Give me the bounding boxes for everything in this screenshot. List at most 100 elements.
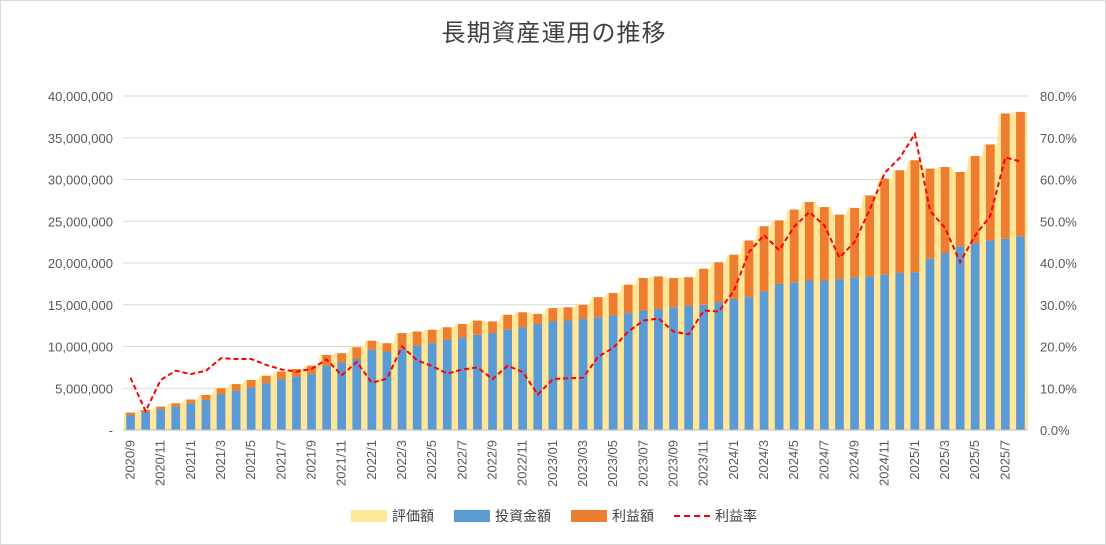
- legend-item-valuation: 評価額: [351, 506, 434, 526]
- investment-bar: [563, 320, 573, 430]
- profit-bar: [699, 268, 708, 305]
- y-tick-label-right: 30.0%: [1040, 298, 1077, 313]
- y-tick-label-right: 10.0%: [1040, 381, 1077, 396]
- x-tick-label: 2021/9: [304, 440, 319, 480]
- x-tick-label: 2021/5: [243, 440, 258, 480]
- profit-bar: [503, 314, 512, 330]
- profit-bar: [473, 320, 482, 335]
- x-tick-label: 2025/3: [937, 440, 952, 480]
- x-tick-label: 2022/5: [424, 440, 439, 480]
- profit-bar: [382, 343, 392, 352]
- chart-legend: 評価額 投資金額 利益額 利益率: [1, 506, 1105, 526]
- x-tick-label: 2022/3: [394, 440, 409, 480]
- investment-bar: [1001, 238, 1010, 430]
- investment-bar: [322, 365, 331, 430]
- profit-bar: [744, 240, 754, 298]
- y-tick-label-left: 25,000,000: [48, 214, 113, 229]
- y-tick-label-left: 35,000,000: [48, 131, 113, 146]
- investment-bar: [835, 278, 844, 430]
- profit-bar: [397, 333, 407, 349]
- investment-bar: [714, 302, 724, 430]
- legend-swatch-profit-rate: [674, 515, 710, 517]
- investment-bar: [910, 272, 920, 430]
- x-tick-label: 2022/7: [454, 440, 469, 480]
- investment-bar: [518, 327, 527, 430]
- profit-bar: [216, 388, 226, 395]
- y-tick-label-right: 40.0%: [1040, 256, 1077, 271]
- investment-bar: [1016, 236, 1025, 430]
- y-tick-label-left: 30,000,000: [48, 173, 113, 188]
- x-tick-label: 2021/1: [183, 440, 198, 480]
- profit-bar: [759, 226, 769, 292]
- legend-label-investment: 投資金額: [495, 509, 551, 525]
- profit-bar: [563, 307, 573, 321]
- profit-bar: [789, 209, 799, 283]
- profit-bar: [352, 347, 362, 359]
- profit-bar: [126, 412, 135, 415]
- x-tick-label: 2022/11: [515, 440, 530, 486]
- profit-bar: [639, 278, 648, 311]
- y-tick-label-left: 5,000,000: [55, 381, 113, 396]
- investment-bar: [759, 291, 769, 430]
- investment-bar: [593, 317, 603, 430]
- investment-bar: [412, 345, 422, 430]
- investment-bar: [201, 399, 211, 430]
- investment-bar: [261, 383, 271, 430]
- profit-bar: [442, 327, 452, 340]
- profit-bar: [985, 144, 995, 241]
- profit-bar: [729, 254, 739, 299]
- investment-bar: [578, 318, 588, 430]
- y-tick-label-right: 0.0%: [1040, 423, 1070, 438]
- profit-bar: [910, 160, 920, 273]
- investment-bar: [156, 409, 165, 430]
- profit-bar: [865, 195, 874, 277]
- investment-bar: [639, 310, 648, 430]
- profit-bar: [578, 304, 588, 319]
- y-tick-label-left: 20,000,000: [48, 256, 113, 271]
- investment-bar: [292, 376, 301, 430]
- chart-title: 長期資産運用の推移: [441, 19, 667, 47]
- x-tick-label: 2020/9: [123, 440, 138, 480]
- profit-bar: [1001, 113, 1010, 239]
- investment-bar: [880, 274, 889, 430]
- y-tick-label-left: 40,000,000: [48, 89, 113, 104]
- profit-rate-line: [129, 131, 1021, 414]
- x-tick-label: 2023/03: [575, 440, 590, 487]
- profit-bar: [623, 284, 633, 314]
- profit-bar: [593, 297, 603, 318]
- profit-bar: [337, 353, 346, 363]
- investment-bar: [246, 387, 256, 430]
- investment-bar: [729, 298, 739, 430]
- investment-bar: [699, 304, 708, 431]
- x-tick-label: 2022/9: [485, 440, 500, 480]
- profit-bar: [684, 277, 693, 306]
- x-tick-label: 2023/07: [635, 440, 650, 487]
- profit-bar: [261, 375, 271, 384]
- valuation-area: [123, 111, 1029, 431]
- y-tick-label-right: 60.0%: [1040, 173, 1077, 188]
- investment-bar: [985, 240, 995, 430]
- investment-bar: [277, 379, 286, 430]
- legend-swatch-profit: [571, 510, 607, 522]
- profit-bar: [714, 262, 724, 303]
- legend-swatch-valuation: [351, 510, 387, 522]
- investment-bar: [789, 282, 799, 430]
- x-tick-label: 2025/1: [907, 440, 922, 480]
- y-tick-label-right: 20.0%: [1040, 340, 1077, 355]
- investment-bar: [895, 273, 905, 430]
- x-tick-label: 2021/11: [334, 440, 349, 486]
- investment-bar: [744, 297, 754, 430]
- investment-bar: [925, 258, 935, 430]
- profit-bar: [654, 276, 663, 309]
- legend-swatch-investment: [454, 510, 490, 522]
- legend-label-profit-rate: 利益率: [715, 509, 757, 525]
- investment-bar: [126, 415, 135, 430]
- profit-bar: [895, 170, 905, 273]
- profit-bar: [458, 324, 467, 338]
- investment-bar: [473, 334, 482, 430]
- legend-label-profit: 利益額: [612, 509, 654, 525]
- profit-bar: [820, 207, 829, 281]
- legend-item-investment: 投資金額: [454, 506, 551, 526]
- investment-bar: [684, 305, 693, 430]
